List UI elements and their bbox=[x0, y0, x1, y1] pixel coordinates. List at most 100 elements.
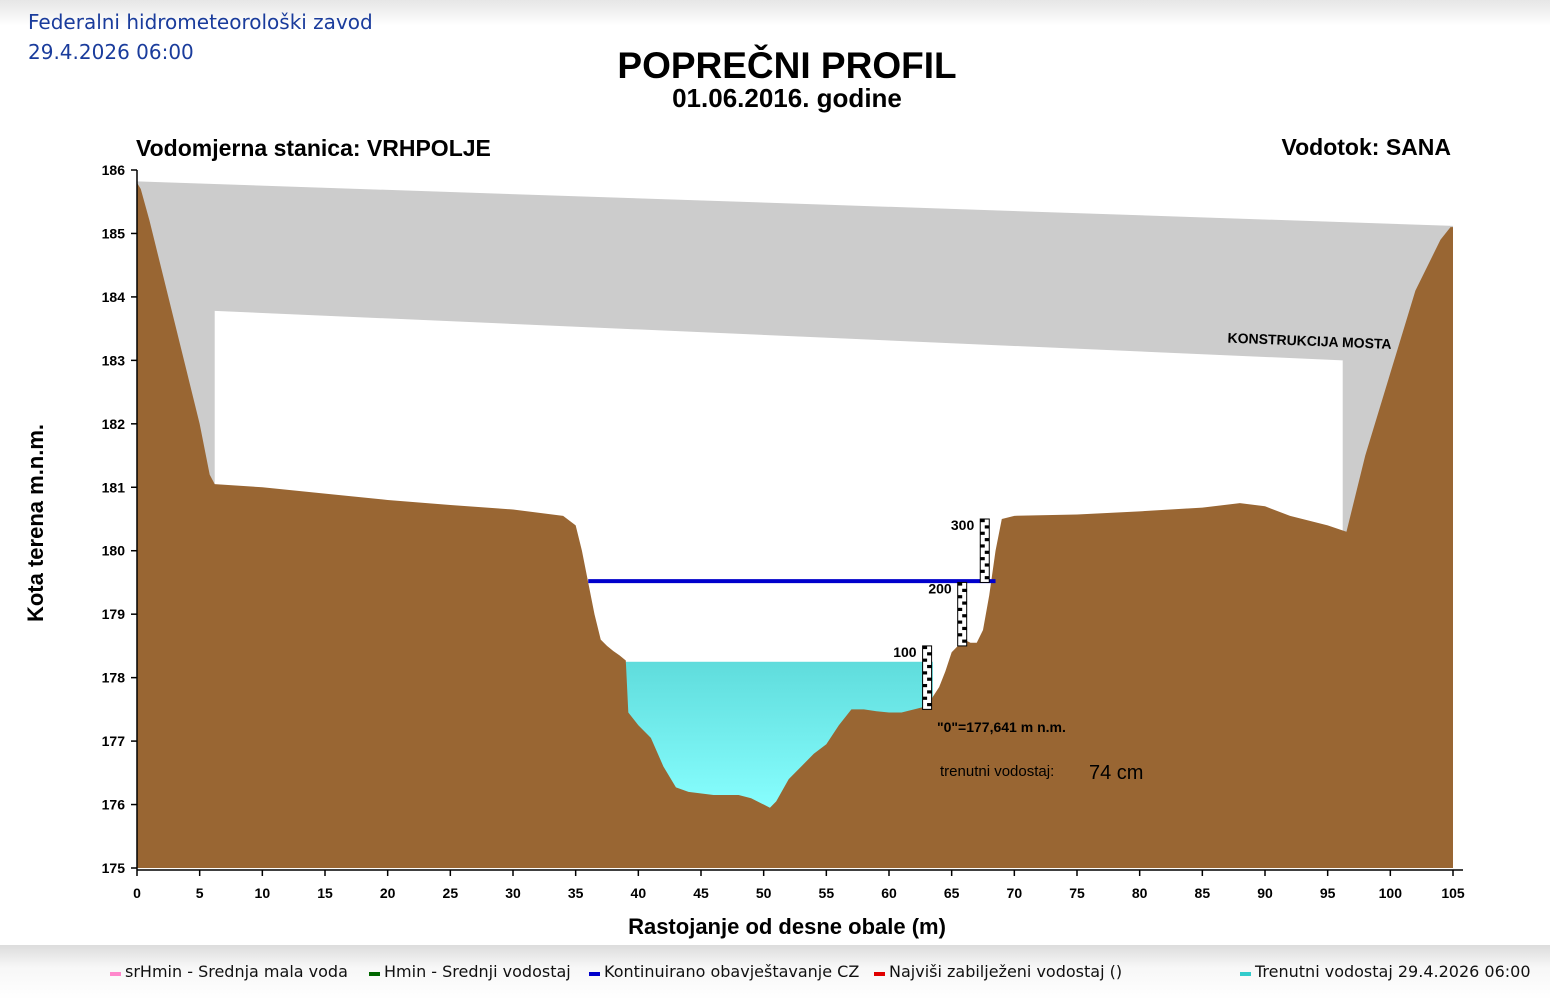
staff-gauge-mark bbox=[957, 595, 963, 599]
y-tick-label: 180 bbox=[102, 543, 126, 559]
legend-item: Kontinuirano obavještavanje CZ bbox=[589, 962, 859, 981]
x-tick-label: 5 bbox=[196, 885, 204, 901]
bridge-label: KONSTRUKCIJA MOSTA bbox=[1227, 330, 1392, 352]
staff-gauge-mark bbox=[984, 563, 990, 567]
x-tick-label: 30 bbox=[505, 885, 521, 901]
staff-gauge-mark bbox=[962, 639, 967, 643]
staff-gauge-mark bbox=[980, 531, 985, 535]
report-timestamp: 29.4.2026 06:00 bbox=[28, 40, 194, 64]
staff-gauge-mark bbox=[927, 703, 932, 707]
legend-label: Hmin - Srednji vodostaj bbox=[384, 962, 571, 981]
staff-gauge-label-300: 300 bbox=[951, 517, 975, 533]
y-tick-label: 184 bbox=[102, 289, 126, 305]
y-tick-label: 186 bbox=[102, 162, 126, 178]
y-tick-label: 181 bbox=[102, 479, 126, 495]
staff-gauge-mark bbox=[957, 582, 963, 586]
bridge-construction bbox=[137, 181, 1453, 539]
staff-gauge-mark bbox=[957, 607, 963, 612]
x-tick-label: 0 bbox=[133, 885, 141, 901]
staff-gauge-mark bbox=[922, 683, 928, 688]
staff-gauge-mark bbox=[922, 658, 928, 662]
staff-gauge-mark bbox=[980, 544, 985, 548]
river-label: Vodotok: SANA bbox=[1281, 134, 1451, 160]
y-tick-label: 182 bbox=[102, 416, 126, 432]
legend-label: Kontinuirano obavještavanje CZ bbox=[604, 962, 860, 981]
x-tick-label: 85 bbox=[1195, 885, 1211, 901]
legend-swatch bbox=[1240, 971, 1251, 976]
x-tick-label: 35 bbox=[568, 885, 584, 901]
y-tick-label: 176 bbox=[102, 797, 126, 813]
staff-gauge-mark bbox=[984, 538, 990, 542]
current-level-label: trenutni vodostaj: bbox=[940, 763, 1054, 780]
staff-gauge-mark bbox=[984, 525, 990, 529]
x-tick-label: 45 bbox=[693, 885, 709, 901]
staff-gauge-mark bbox=[962, 614, 967, 618]
staff-gauge-mark bbox=[922, 645, 928, 650]
staff-gauge-mark bbox=[922, 671, 928, 675]
staff-gauge-mark bbox=[957, 620, 963, 624]
staff-gauge-mark bbox=[927, 664, 932, 669]
x-tick-label: 105 bbox=[1441, 885, 1465, 901]
current-level-value: 74 cm bbox=[1089, 762, 1143, 784]
x-tick-label: 15 bbox=[317, 885, 333, 901]
x-tick-label: 70 bbox=[1007, 885, 1023, 901]
x-tick-label: 25 bbox=[443, 885, 459, 901]
legend-label: srHmin - Srednja mala voda bbox=[125, 962, 348, 981]
legend-label: Trenutni vodostaj 29.4.2026 06:00 bbox=[1255, 962, 1531, 981]
staff-gauge-label-100: 100 bbox=[893, 644, 917, 660]
staff-gauge-mark bbox=[927, 652, 932, 656]
y-tick-label: 177 bbox=[102, 733, 126, 749]
y-tick-label: 179 bbox=[102, 606, 126, 622]
staff-gauge-mark bbox=[927, 690, 932, 694]
staff-gauge-mark bbox=[927, 677, 932, 681]
staff-gauge-label-200: 200 bbox=[928, 580, 952, 596]
staff-gauge-mark bbox=[962, 601, 967, 605]
terrain-profile bbox=[137, 182, 1453, 868]
gauge-zero-label: "0"=177,641 m n.m. bbox=[937, 719, 1066, 735]
organization-name: Federalni hidrometeorološki zavod bbox=[28, 10, 373, 34]
staff-gauge-mark bbox=[957, 633, 963, 637]
staff-gauge-mark bbox=[984, 550, 990, 554]
staff-gauge-mark bbox=[980, 569, 985, 573]
staff-gauge-mark bbox=[980, 519, 985, 523]
y-tick-label: 185 bbox=[102, 225, 126, 241]
header-band bbox=[0, 0, 1550, 26]
x-tick-label: 75 bbox=[1069, 885, 1085, 901]
x-tick-label: 20 bbox=[380, 885, 396, 901]
y-axis-label: Kota terena m.n.m. bbox=[23, 424, 48, 622]
chart-title: POPREČNI PROFIL bbox=[617, 44, 956, 86]
legend-swatch bbox=[369, 971, 380, 976]
y-tick-label: 183 bbox=[102, 352, 126, 368]
x-tick-label: 55 bbox=[819, 885, 835, 901]
y-tick-label: 175 bbox=[102, 860, 126, 876]
staff-gauge-mark bbox=[984, 576, 990, 580]
legend-item: Trenutni vodostaj 29.4.2026 06:00 bbox=[1240, 962, 1531, 981]
y-tick-label: 178 bbox=[102, 670, 126, 686]
legend-bar bbox=[0, 945, 1550, 1000]
station-label: Vodomjerna stanica: VRHPOLJE bbox=[136, 135, 491, 161]
x-axis-label: Rastojanje od desne obale (m) bbox=[628, 914, 946, 939]
x-tick-label: 50 bbox=[756, 885, 772, 901]
legend-item: Hmin - Srednji vodostaj bbox=[369, 962, 571, 981]
staff-gauge-mark bbox=[922, 696, 928, 700]
legend-swatch bbox=[110, 971, 121, 976]
x-tick-label: 80 bbox=[1132, 885, 1148, 901]
x-tick-label: 65 bbox=[944, 885, 960, 901]
chart-subtitle: 01.06.2016. godine bbox=[672, 83, 902, 113]
legend-item: srHmin - Srednja mala voda bbox=[110, 962, 348, 981]
x-tick-label: 100 bbox=[1379, 885, 1403, 901]
x-tick-label: 10 bbox=[255, 885, 271, 901]
x-tick-label: 40 bbox=[631, 885, 647, 901]
cross-section-chart: POPREČNI PROFIL 01.06.2016. godine Vodom… bbox=[23, 44, 1465, 939]
staff-gauge-mark bbox=[980, 557, 985, 561]
staff-gauge-mark bbox=[962, 588, 967, 592]
x-tick-label: 90 bbox=[1257, 885, 1273, 901]
legend-swatch bbox=[589, 971, 600, 976]
x-tick-label: 95 bbox=[1320, 885, 1336, 901]
staff-gauge-mark bbox=[962, 626, 967, 631]
x-tick-label: 60 bbox=[881, 885, 897, 901]
legend-item: Najviši zabilježeni vodostaj () bbox=[874, 962, 1122, 981]
legend-swatch bbox=[874, 971, 885, 976]
legend-label: Najviši zabilježeni vodostaj () bbox=[889, 962, 1123, 981]
